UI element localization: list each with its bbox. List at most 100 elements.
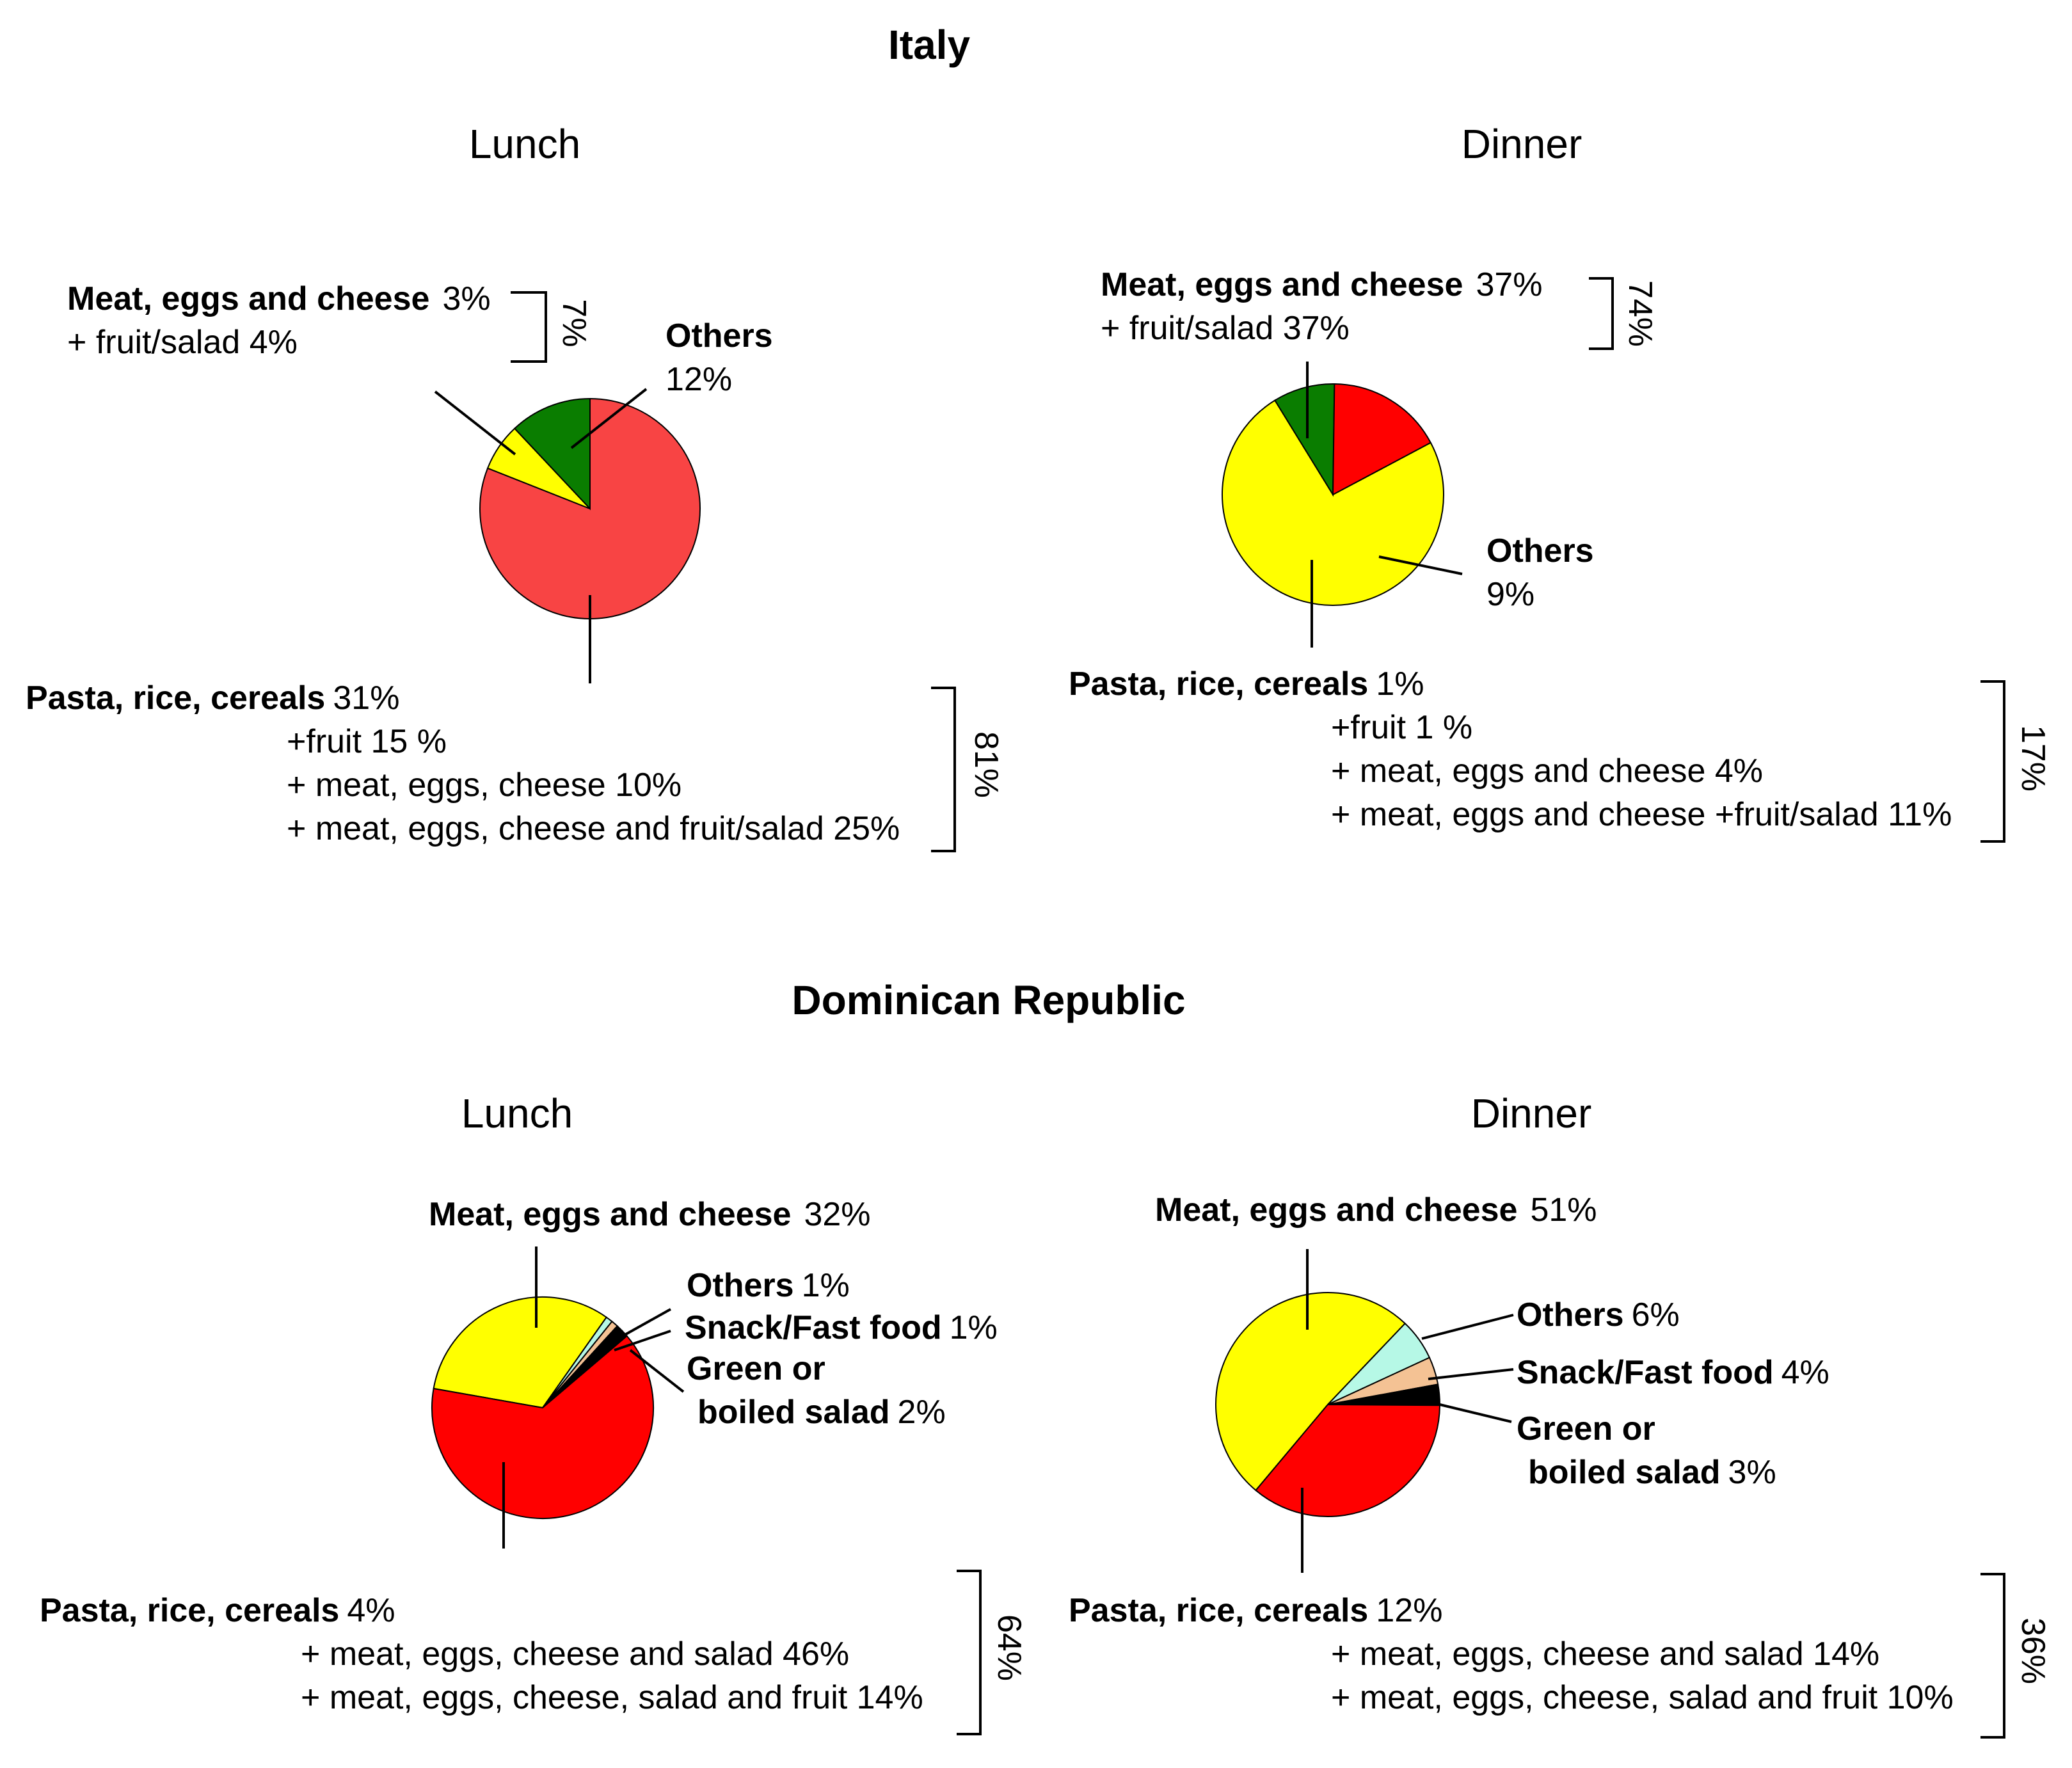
- label-italy-lunch-meat-sub: + fruit/salad 4%: [67, 324, 298, 361]
- leader-italy-lunch-meat: [434, 390, 516, 456]
- leader-italy-dinner-others: [1378, 555, 1463, 575]
- label-name: Meat, eggs and cheese: [1101, 266, 1463, 303]
- label-name: Others: [665, 317, 773, 354]
- pie-slice-meat-eggs-and-cheese: [1215, 1292, 1407, 1492]
- leader-dr-dinner-green: [1439, 1403, 1512, 1423]
- pie-dr-lunch: [431, 1296, 654, 1519]
- label-name: boiled salad: [1528, 1454, 1721, 1491]
- label-name: Meat, eggs and cheese: [1155, 1191, 1517, 1229]
- label-dr-dinner-green-1: Green or: [1517, 1410, 1655, 1447]
- leader-dr-lunch-snack: [614, 1330, 671, 1351]
- label-value: 6%: [1632, 1296, 1680, 1334]
- label-italy-lunch-pasta-sub-2: + meat, eggs, cheese 10%: [287, 767, 681, 804]
- label-dr-dinner-others: Others 6%: [1517, 1296, 1680, 1334]
- label-italy-lunch-others: Others: [665, 317, 773, 354]
- label-italy-dinner-meat-sub: + fruit/salad 37%: [1101, 310, 1350, 347]
- bracket-dr-lunch-pasta: [957, 1570, 982, 1735]
- label-dr-dinner-pasta: Pasta, rice, cereals 12%: [1069, 1592, 1442, 1629]
- label-dr-lunch-meat: Meat, eggs and cheese 32%: [429, 1196, 871, 1233]
- label-italy-lunch-pasta: Pasta, rice, cereals 31%: [26, 680, 399, 717]
- label-value: 37%: [1476, 266, 1542, 303]
- label-name: Meat, eggs and cheese: [67, 280, 429, 317]
- label-name: Pasta, rice, cereals: [26, 680, 325, 717]
- label-italy-lunch-meat-total: 7%: [555, 299, 593, 347]
- pie-slice-others: [513, 397, 591, 511]
- label-dr-lunch-pasta-total: 64%: [991, 1614, 1028, 1681]
- label-dr-lunch-pasta-sub-2: + meat, eggs, cheese, salad and fruit 14…: [301, 1679, 923, 1716]
- label-dr-dinner-snack: Snack/Fast food 4%: [1517, 1354, 1829, 1391]
- label-value: 32%: [804, 1196, 870, 1233]
- pie-dr-dinner: [1215, 1292, 1441, 1518]
- label-italy-dinner-pasta-sub-2: + meat, eggs and cheese 4%: [1331, 753, 1763, 790]
- meal-title-italy-dinner: Dinner: [1462, 121, 1582, 167]
- label-value: 4%: [347, 1592, 395, 1629]
- label-italy-dinner-meat-total: 74%: [1622, 280, 1659, 347]
- label-italy-lunch-pasta-sub-3: + meat, eggs, cheese and fruit/salad 25%: [287, 810, 900, 847]
- label-value: 51%: [1530, 1191, 1597, 1229]
- leader-dr-lunch-others: [610, 1308, 671, 1344]
- meal-title-italy-lunch: Lunch: [469, 121, 580, 167]
- pie-slice-meat-eggs-and-cheese: [433, 1296, 608, 1409]
- label-italy-dinner-others-value: 9%: [1486, 576, 1534, 613]
- label-name: Snack/Fast food: [1517, 1354, 1774, 1391]
- label-dr-lunch-green-2: boiled salad 2%: [697, 1394, 946, 1431]
- label-dr-lunch-pasta-sub-1: + meat, eggs, cheese and salad 46%: [301, 1636, 849, 1673]
- label-italy-dinner-pasta: Pasta, rice, cereals 1%: [1069, 665, 1424, 703]
- label-value: 4%: [1781, 1354, 1829, 1391]
- label-italy-dinner-pasta-sub-3: + meat, eggs and cheese +fruit/salad 11%: [1331, 796, 1952, 833]
- label-italy-lunch-others-value: 12%: [665, 361, 732, 398]
- country-title-italy: Italy: [888, 22, 970, 68]
- label-value: 12%: [1376, 1592, 1442, 1629]
- pie-italy-dinner: [1222, 383, 1444, 606]
- label-value: 31%: [333, 680, 399, 717]
- leader-dr-lunch-green: [629, 1349, 685, 1393]
- leader-italy-lunch-others: [570, 388, 648, 449]
- label-dr-lunch-others: Others 1%: [687, 1267, 850, 1304]
- label-italy-dinner-others: Others: [1486, 532, 1594, 569]
- label-dr-lunch-pasta: Pasta, rice, cereals 4%: [40, 1592, 395, 1629]
- bracket-dr-dinner-pasta: [1980, 1573, 2005, 1739]
- label-name: Meat, eggs and cheese: [429, 1196, 791, 1233]
- label-italy-lunch-pasta-total: 81%: [968, 731, 1005, 798]
- label-name: Others: [1517, 1296, 1624, 1334]
- label-dr-dinner-meat: Meat, eggs and cheese 51%: [1155, 1191, 1597, 1229]
- label-name: boiled salad: [697, 1394, 890, 1431]
- meal-title-dr-dinner: Dinner: [1471, 1090, 1592, 1136]
- label-name: Others: [1486, 532, 1594, 569]
- pie-italy-lunch: [479, 397, 701, 619]
- label-dr-lunch-green-1: Green or: [687, 1350, 825, 1387]
- label-value: 1%: [802, 1267, 850, 1304]
- bracket-italy-lunch-meat: [511, 291, 547, 363]
- bracket-italy-lunch-pasta: [931, 687, 956, 852]
- label-italy-dinner-pasta-sub-1: +fruit 1 %: [1331, 709, 1472, 746]
- label-name: Others: [687, 1267, 794, 1304]
- bracket-italy-dinner-meat: [1589, 277, 1614, 350]
- label-dr-dinner-pasta-sub-2: + meat, eggs, cheese, salad and fruit 10…: [1331, 1679, 1954, 1716]
- pie-slice-meat-eggs-and-cheese: [1222, 399, 1444, 606]
- country-title-dominican-republic: Dominican Republic: [792, 977, 1185, 1023]
- leader-dr-dinner-snack: [1428, 1368, 1514, 1380]
- label-italy-lunch-meat: Meat, eggs and cheese 3%: [67, 280, 491, 317]
- label-value: 1%: [1376, 665, 1424, 703]
- label-name: Snack/Fast food: [685, 1309, 942, 1346]
- label-value: 1%: [950, 1309, 998, 1346]
- label-name: Pasta, rice, cereals: [1069, 665, 1368, 703]
- pie-slice-pasta-rice-cereals: [431, 1335, 654, 1519]
- bracket-italy-dinner-pasta: [1980, 680, 2005, 843]
- label-italy-dinner-pasta-total: 17%: [2014, 725, 2052, 792]
- label-italy-lunch-pasta-sub-1: +fruit 15 %: [287, 723, 447, 760]
- label-name: Pasta, rice, cereals: [1069, 1592, 1368, 1629]
- pie-slice-pasta-rice-cereals: [1332, 383, 1432, 496]
- pie-slice-others: [1273, 383, 1335, 497]
- label-italy-dinner-meat: Meat, eggs and cheese 37%: [1101, 266, 1543, 303]
- label-dr-dinner-pasta-total: 36%: [2014, 1618, 2052, 1684]
- label-dr-dinner-pasta-sub-1: + meat, eggs, cheese and salad 14%: [1331, 1636, 1879, 1673]
- label-dr-lunch-snack: Snack/Fast food 1%: [685, 1309, 998, 1346]
- label-value: 3%: [442, 280, 490, 317]
- label-value: 2%: [898, 1394, 946, 1431]
- label-dr-dinner-green-2: boiled salad 3%: [1528, 1454, 1776, 1491]
- leader-dr-dinner-others: [1421, 1314, 1514, 1340]
- meal-title-dr-lunch: Lunch: [461, 1090, 573, 1136]
- label-name: Pasta, rice, cereals: [40, 1592, 339, 1629]
